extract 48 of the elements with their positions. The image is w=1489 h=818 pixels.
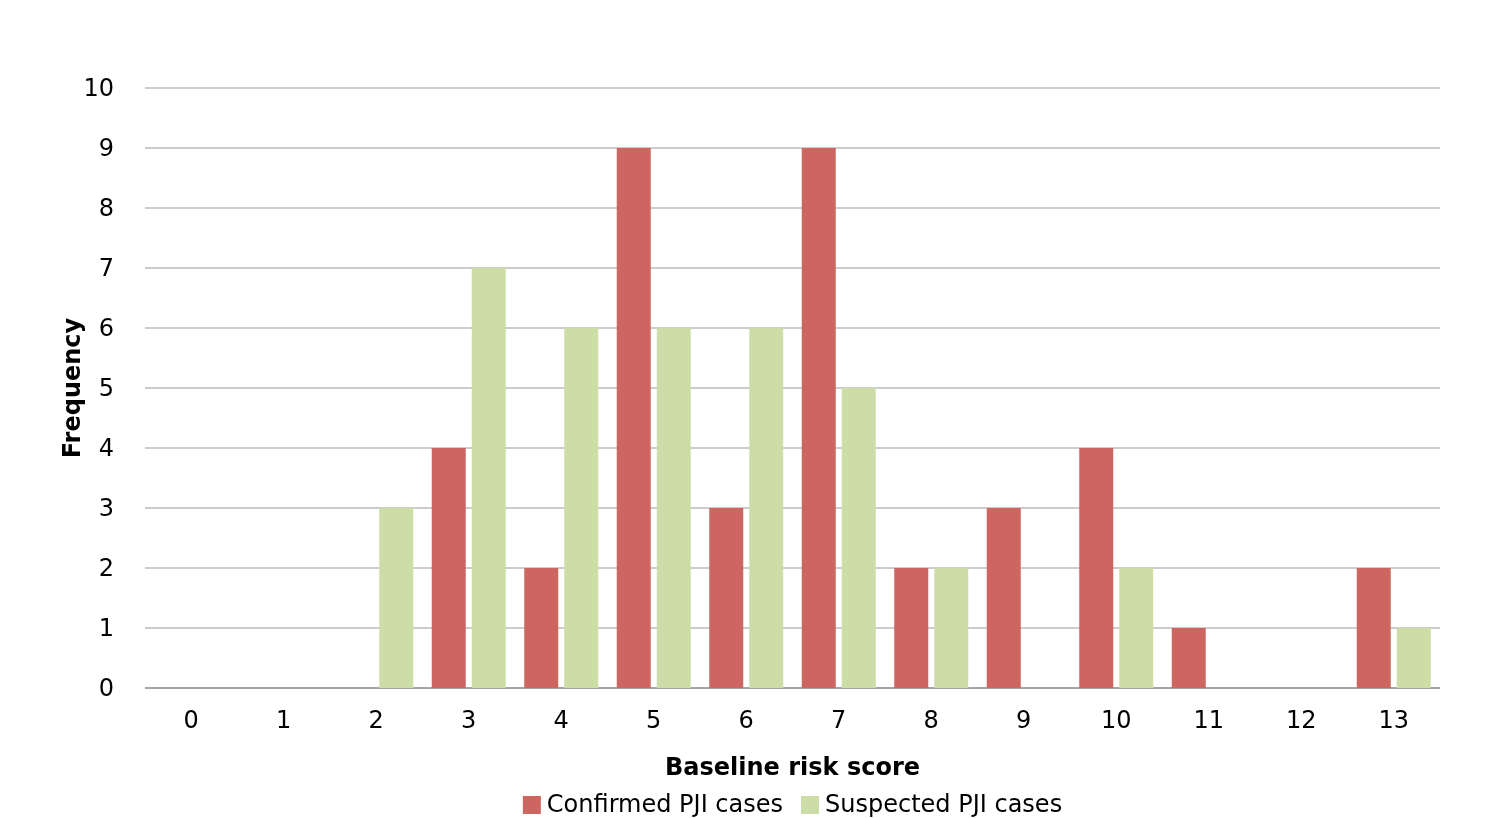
y-tick-label: 10 [83, 74, 114, 103]
bar [1119, 568, 1154, 688]
bar [379, 508, 414, 688]
bar [471, 268, 506, 688]
x-tick-label: 0 [183, 706, 199, 735]
x-tick-label: 12 [1285, 706, 1317, 735]
bar [564, 328, 599, 688]
y-tick-label: 0 [98, 674, 114, 703]
y-axis-title: Frequency [58, 317, 86, 459]
x-tick-label: 10 [1100, 706, 1132, 735]
bar [841, 388, 876, 688]
bar [524, 568, 559, 688]
y-tick-label: 1 [98, 614, 114, 643]
bar [986, 508, 1021, 688]
y-tick-label: 4 [98, 434, 114, 463]
x-tick-label: 6 [738, 706, 754, 735]
y-tick-label: 8 [98, 194, 114, 223]
x-tick-label: 8 [923, 706, 939, 735]
y-tick-label: 5 [98, 374, 114, 403]
legend-label: Confirmed PJI cases [546, 790, 784, 818]
x-tick-label: 1 [276, 706, 292, 735]
x-tick-label: 9 [1016, 706, 1032, 735]
x-tick-label: 13 [1378, 706, 1410, 735]
legend-label: Suspected PJI cases [825, 790, 1063, 818]
x-tick-label: 4 [553, 706, 569, 735]
x-tick-label: 7 [831, 706, 847, 735]
bar [1171, 628, 1206, 688]
bar [1396, 628, 1431, 688]
bar [656, 328, 691, 688]
y-tick-label: 2 [98, 554, 114, 583]
bar [431, 448, 466, 688]
y-tick-label: 9 [98, 134, 114, 163]
x-axis-title: Baseline risk score [665, 753, 920, 781]
x-tick-label: 3 [461, 706, 477, 735]
bar [801, 148, 836, 688]
bar [616, 148, 651, 688]
y-tick-label: 7 [98, 254, 114, 283]
bar [749, 328, 784, 688]
y-tick-label: 6 [98, 314, 114, 343]
bar [1356, 568, 1391, 688]
x-tick-label: 5 [646, 706, 662, 735]
y-tick-label: 3 [98, 494, 114, 523]
x-tick-label: 11 [1193, 706, 1225, 735]
x-tick-label: 2 [368, 706, 384, 735]
bar [709, 508, 744, 688]
bar [934, 568, 969, 688]
bar [894, 568, 929, 688]
bar [1079, 448, 1114, 688]
